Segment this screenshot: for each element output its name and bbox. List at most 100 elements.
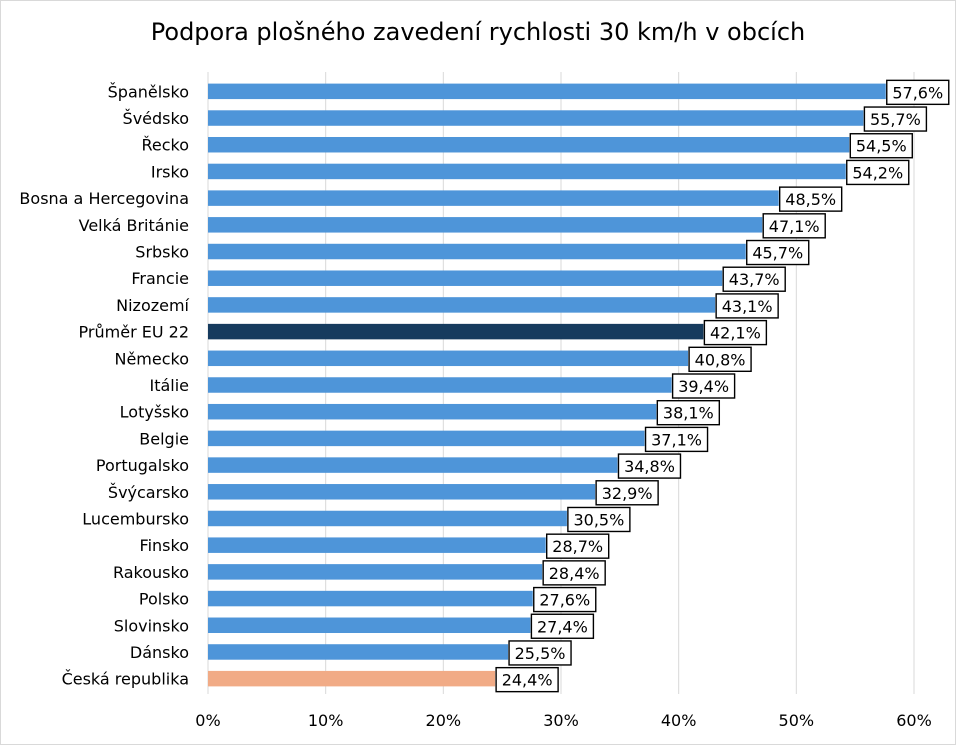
bar	[208, 243, 746, 260]
data-label-box	[846, 159, 910, 186]
category-label: Francie	[131, 269, 189, 288]
x-tick-label: 40%	[661, 711, 697, 730]
data-label-box	[671, 373, 736, 399]
data-labels: 57,6% 55,7% 54,5% 54,2% 48,5% 47,1% 45,7% 43,7%…	[495, 79, 950, 693]
data-label-box	[533, 586, 597, 613]
data-label-box	[746, 239, 810, 266]
category-label: Německo	[114, 349, 189, 368]
bar	[208, 270, 723, 286]
data-label-box	[546, 533, 610, 559]
data-label: 28,4%	[549, 564, 600, 583]
category-label: Rakousko	[113, 563, 189, 582]
category-label: Lucembursko	[82, 509, 189, 528]
data-label: 54,5%	[856, 137, 907, 156]
bar	[208, 136, 850, 153]
bar	[208, 590, 533, 607]
bar	[208, 83, 886, 100]
data-label: 54,2%	[852, 163, 903, 182]
data-label: 24,4%	[502, 671, 553, 690]
data-label-box	[530, 613, 595, 639]
data-label: 34,8%	[624, 457, 675, 476]
x-tick-label: 10%	[308, 711, 344, 730]
category-label: Belgie	[139, 429, 189, 448]
bar	[208, 537, 546, 553]
bar	[208, 403, 657, 420]
data-label: 47,1%	[769, 217, 820, 236]
category-label: Průměr EU 22	[79, 323, 189, 342]
data-label: 38,1%	[663, 404, 714, 423]
category-label: Nizozemí	[116, 296, 189, 315]
category-label: Portugalsko	[96, 456, 189, 475]
category-label: Česká republika	[62, 670, 189, 689]
bars	[208, 83, 886, 687]
category-label: Bosna a Hercegovina	[19, 189, 189, 208]
data-label: 57,6%	[892, 83, 943, 102]
category-labels: Španělsko Švédsko Řecko Irsko Bosna a Herceg…	[19, 82, 189, 688]
bar	[208, 457, 618, 473]
bar	[208, 110, 864, 126]
data-label: 25,5%	[515, 644, 566, 663]
data-label: 48,5%	[785, 190, 836, 209]
data-label-box	[495, 666, 559, 693]
category-label: Slovinsko	[114, 616, 189, 635]
data-label-box	[762, 213, 826, 239]
bar	[208, 163, 846, 180]
data-label-box	[849, 133, 913, 159]
data-label: 30,5%	[573, 510, 624, 529]
bar	[208, 670, 496, 687]
chart-title: Podpora plošného zavedení rychlosti 30 k…	[150, 18, 806, 46]
data-label-box	[595, 480, 659, 506]
category-label: Švýcarsko	[108, 483, 189, 502]
category-label: Polsko	[139, 590, 189, 609]
bar	[208, 510, 567, 527]
data-label-box	[778, 186, 843, 212]
category-label: Srbsko	[135, 243, 189, 262]
category-label: Lotyšsko	[120, 403, 189, 422]
category-label: Dánsko	[130, 643, 189, 662]
x-tick-label: 60%	[896, 711, 932, 730]
bar	[208, 323, 704, 340]
bar	[208, 617, 531, 634]
bar	[208, 297, 716, 313]
data-label: 43,7%	[729, 270, 780, 289]
bar	[208, 644, 509, 660]
data-label-box	[722, 266, 786, 292]
bar	[208, 190, 779, 206]
category-label: Řecko	[141, 136, 189, 155]
data-label: 27,6%	[539, 591, 590, 610]
data-label: 27,4%	[537, 617, 588, 636]
data-label-box	[688, 346, 752, 373]
data-label-box	[508, 640, 572, 666]
category-label: Velká Británie	[79, 216, 189, 235]
data-label: 45,7%	[752, 244, 803, 263]
x-tick-label: 20%	[426, 711, 462, 730]
data-label-box	[656, 399, 721, 426]
data-label-box	[703, 319, 768, 346]
bar	[208, 564, 543, 580]
data-label-box	[542, 560, 606, 586]
category-label: Švédsko	[123, 109, 189, 128]
data-label-box	[617, 453, 682, 479]
x-tick-label: 0%	[195, 711, 220, 730]
data-label-box	[644, 426, 709, 453]
data-label: 55,7%	[870, 110, 921, 129]
bar	[208, 430, 645, 447]
data-label-box	[567, 506, 631, 533]
x-tick-label: 30%	[543, 711, 579, 730]
data-label-box	[886, 79, 950, 106]
data-label: 43,1%	[722, 297, 773, 316]
data-label: 39,4%	[678, 377, 729, 396]
bar	[208, 377, 672, 393]
category-label: Itálie	[149, 376, 189, 395]
category-label: Irsko	[151, 162, 189, 181]
data-label-box	[863, 106, 928, 132]
bar	[208, 484, 596, 500]
data-label-box	[715, 293, 779, 319]
category-label: Finsko	[140, 536, 189, 555]
data-label: 40,8%	[695, 350, 746, 369]
bar	[208, 217, 763, 233]
x-tick-label: 50%	[779, 711, 815, 730]
data-label: 42,1%	[710, 324, 761, 343]
category-label: Španělsko	[108, 82, 189, 101]
